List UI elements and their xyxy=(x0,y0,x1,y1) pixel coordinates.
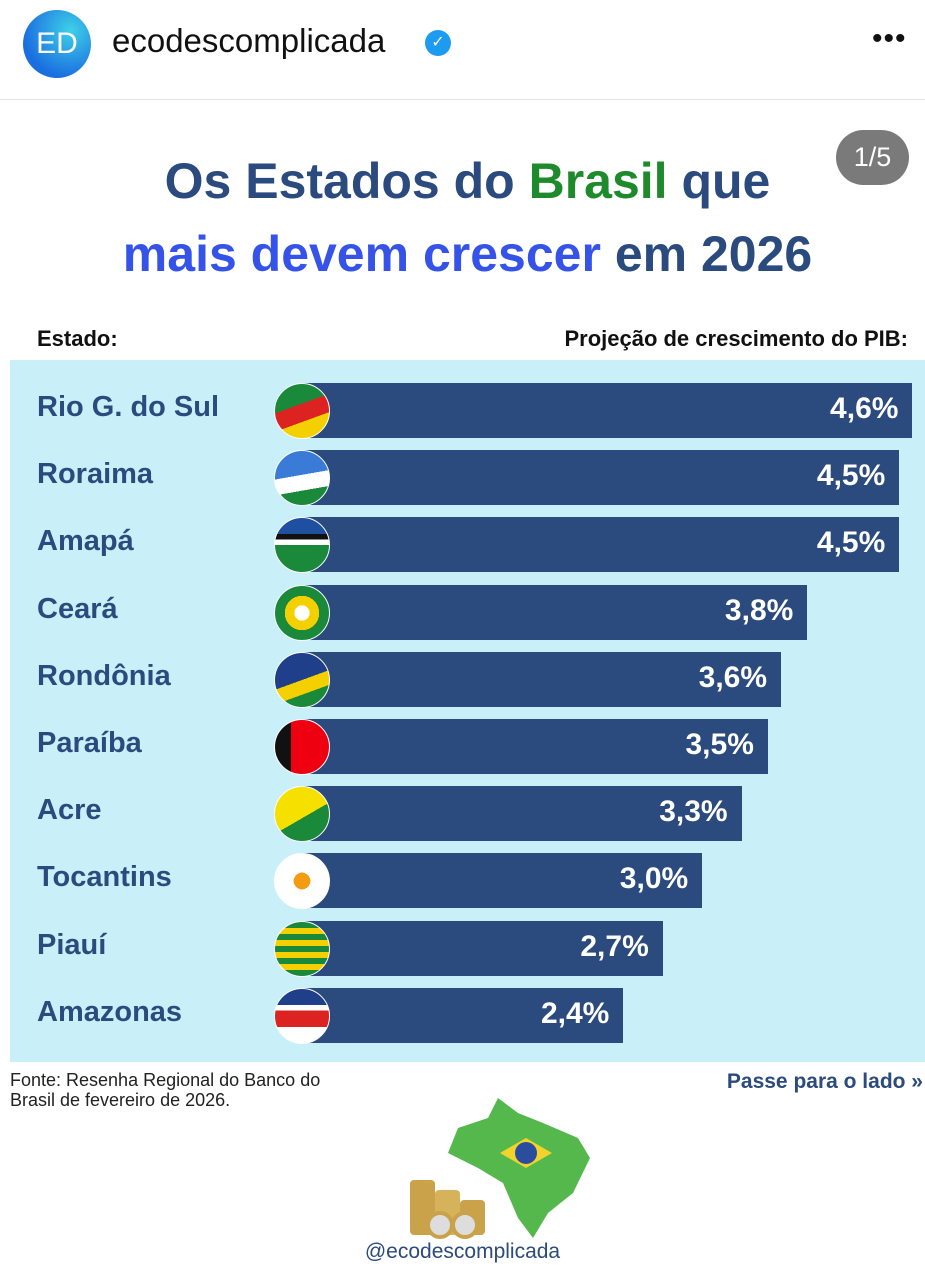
title-text: Brasil xyxy=(528,153,668,209)
slide-counter: 1/5 xyxy=(836,130,909,185)
coins-icon xyxy=(410,1180,485,1239)
data-label: 3,5% xyxy=(685,728,754,761)
username[interactable]: ecodescomplicada xyxy=(112,22,386,59)
title-text: Os Estados do xyxy=(164,153,529,209)
state-flag-icon xyxy=(274,719,330,775)
data-label: 4,5% xyxy=(816,459,886,493)
state-flag-icon xyxy=(274,651,330,708)
data-label: 4,6% xyxy=(830,392,899,425)
state-label: Rondônia xyxy=(37,659,171,692)
avatar[interactable]: ED xyxy=(23,10,91,78)
title-text: em 2026 xyxy=(600,226,813,282)
column-header-gdp: Projeção de crescimento do PIB: xyxy=(564,326,908,351)
bar: 3,8% xyxy=(300,584,808,640)
brazil-map-logo xyxy=(448,1098,590,1238)
bar: 4,5% xyxy=(300,450,900,506)
state-flag-icon xyxy=(274,450,330,507)
title-text: mais devem crescer xyxy=(122,226,601,282)
bar: 3,6% xyxy=(300,651,782,707)
bar: 3,5% xyxy=(300,719,768,774)
column-header-state: Estado: xyxy=(37,326,118,351)
more-options-icon[interactable]: ••• xyxy=(872,22,907,55)
verified-badge-icon: ✓ xyxy=(425,30,451,56)
state-flag-icon xyxy=(274,517,330,574)
bar: 4,5% xyxy=(300,517,900,573)
state-flag-icon xyxy=(274,383,330,439)
post-header: ED ecodescomplicada ✓ ••• xyxy=(0,0,925,100)
source-note: Fonte: Resenha Regional do Banco do Bras… xyxy=(10,1070,321,1110)
state-label: Rio G. do Sul xyxy=(37,391,220,423)
data-label: 2,4% xyxy=(540,996,610,1030)
data-label: 3,3% xyxy=(659,795,728,829)
data-label: 2,7% xyxy=(580,929,649,963)
state-label: Ceará xyxy=(37,592,118,625)
handle-text: @ecodescomplicada xyxy=(364,1240,561,1263)
bar: 2,4% xyxy=(300,987,624,1043)
state-flag-icon xyxy=(274,584,330,641)
state-flag-icon xyxy=(274,920,330,977)
swipe-hint[interactable]: Passe para o lado » xyxy=(726,1070,923,1093)
title-line-2: mais devem crescer em 2026 xyxy=(0,225,925,283)
state-flag-icon xyxy=(274,853,330,910)
data-label: 3,8% xyxy=(724,593,794,627)
bar: 3,0% xyxy=(300,853,703,909)
state-label: Roraima xyxy=(37,458,154,491)
state-label: Amapá xyxy=(37,525,134,558)
state-label: Amazonas xyxy=(37,995,183,1028)
bar: 4,6% xyxy=(300,383,913,438)
data-label: 3,0% xyxy=(619,862,689,896)
title-line-1: Os Estados do Brasil que xyxy=(0,152,925,210)
bar: 2,7% xyxy=(300,920,663,976)
data-label: 3,6% xyxy=(698,660,768,694)
state-flag-icon xyxy=(274,987,330,1044)
state-label: Tocantins xyxy=(37,861,172,894)
state-label: Acre xyxy=(37,794,102,827)
bar: 3,3% xyxy=(300,786,742,842)
data-label: 4,5% xyxy=(816,526,886,560)
state-label: Piauí xyxy=(37,928,107,961)
title-text: que xyxy=(667,153,771,209)
state-label: Paraíba xyxy=(37,727,142,759)
state-flag-icon xyxy=(274,786,330,843)
